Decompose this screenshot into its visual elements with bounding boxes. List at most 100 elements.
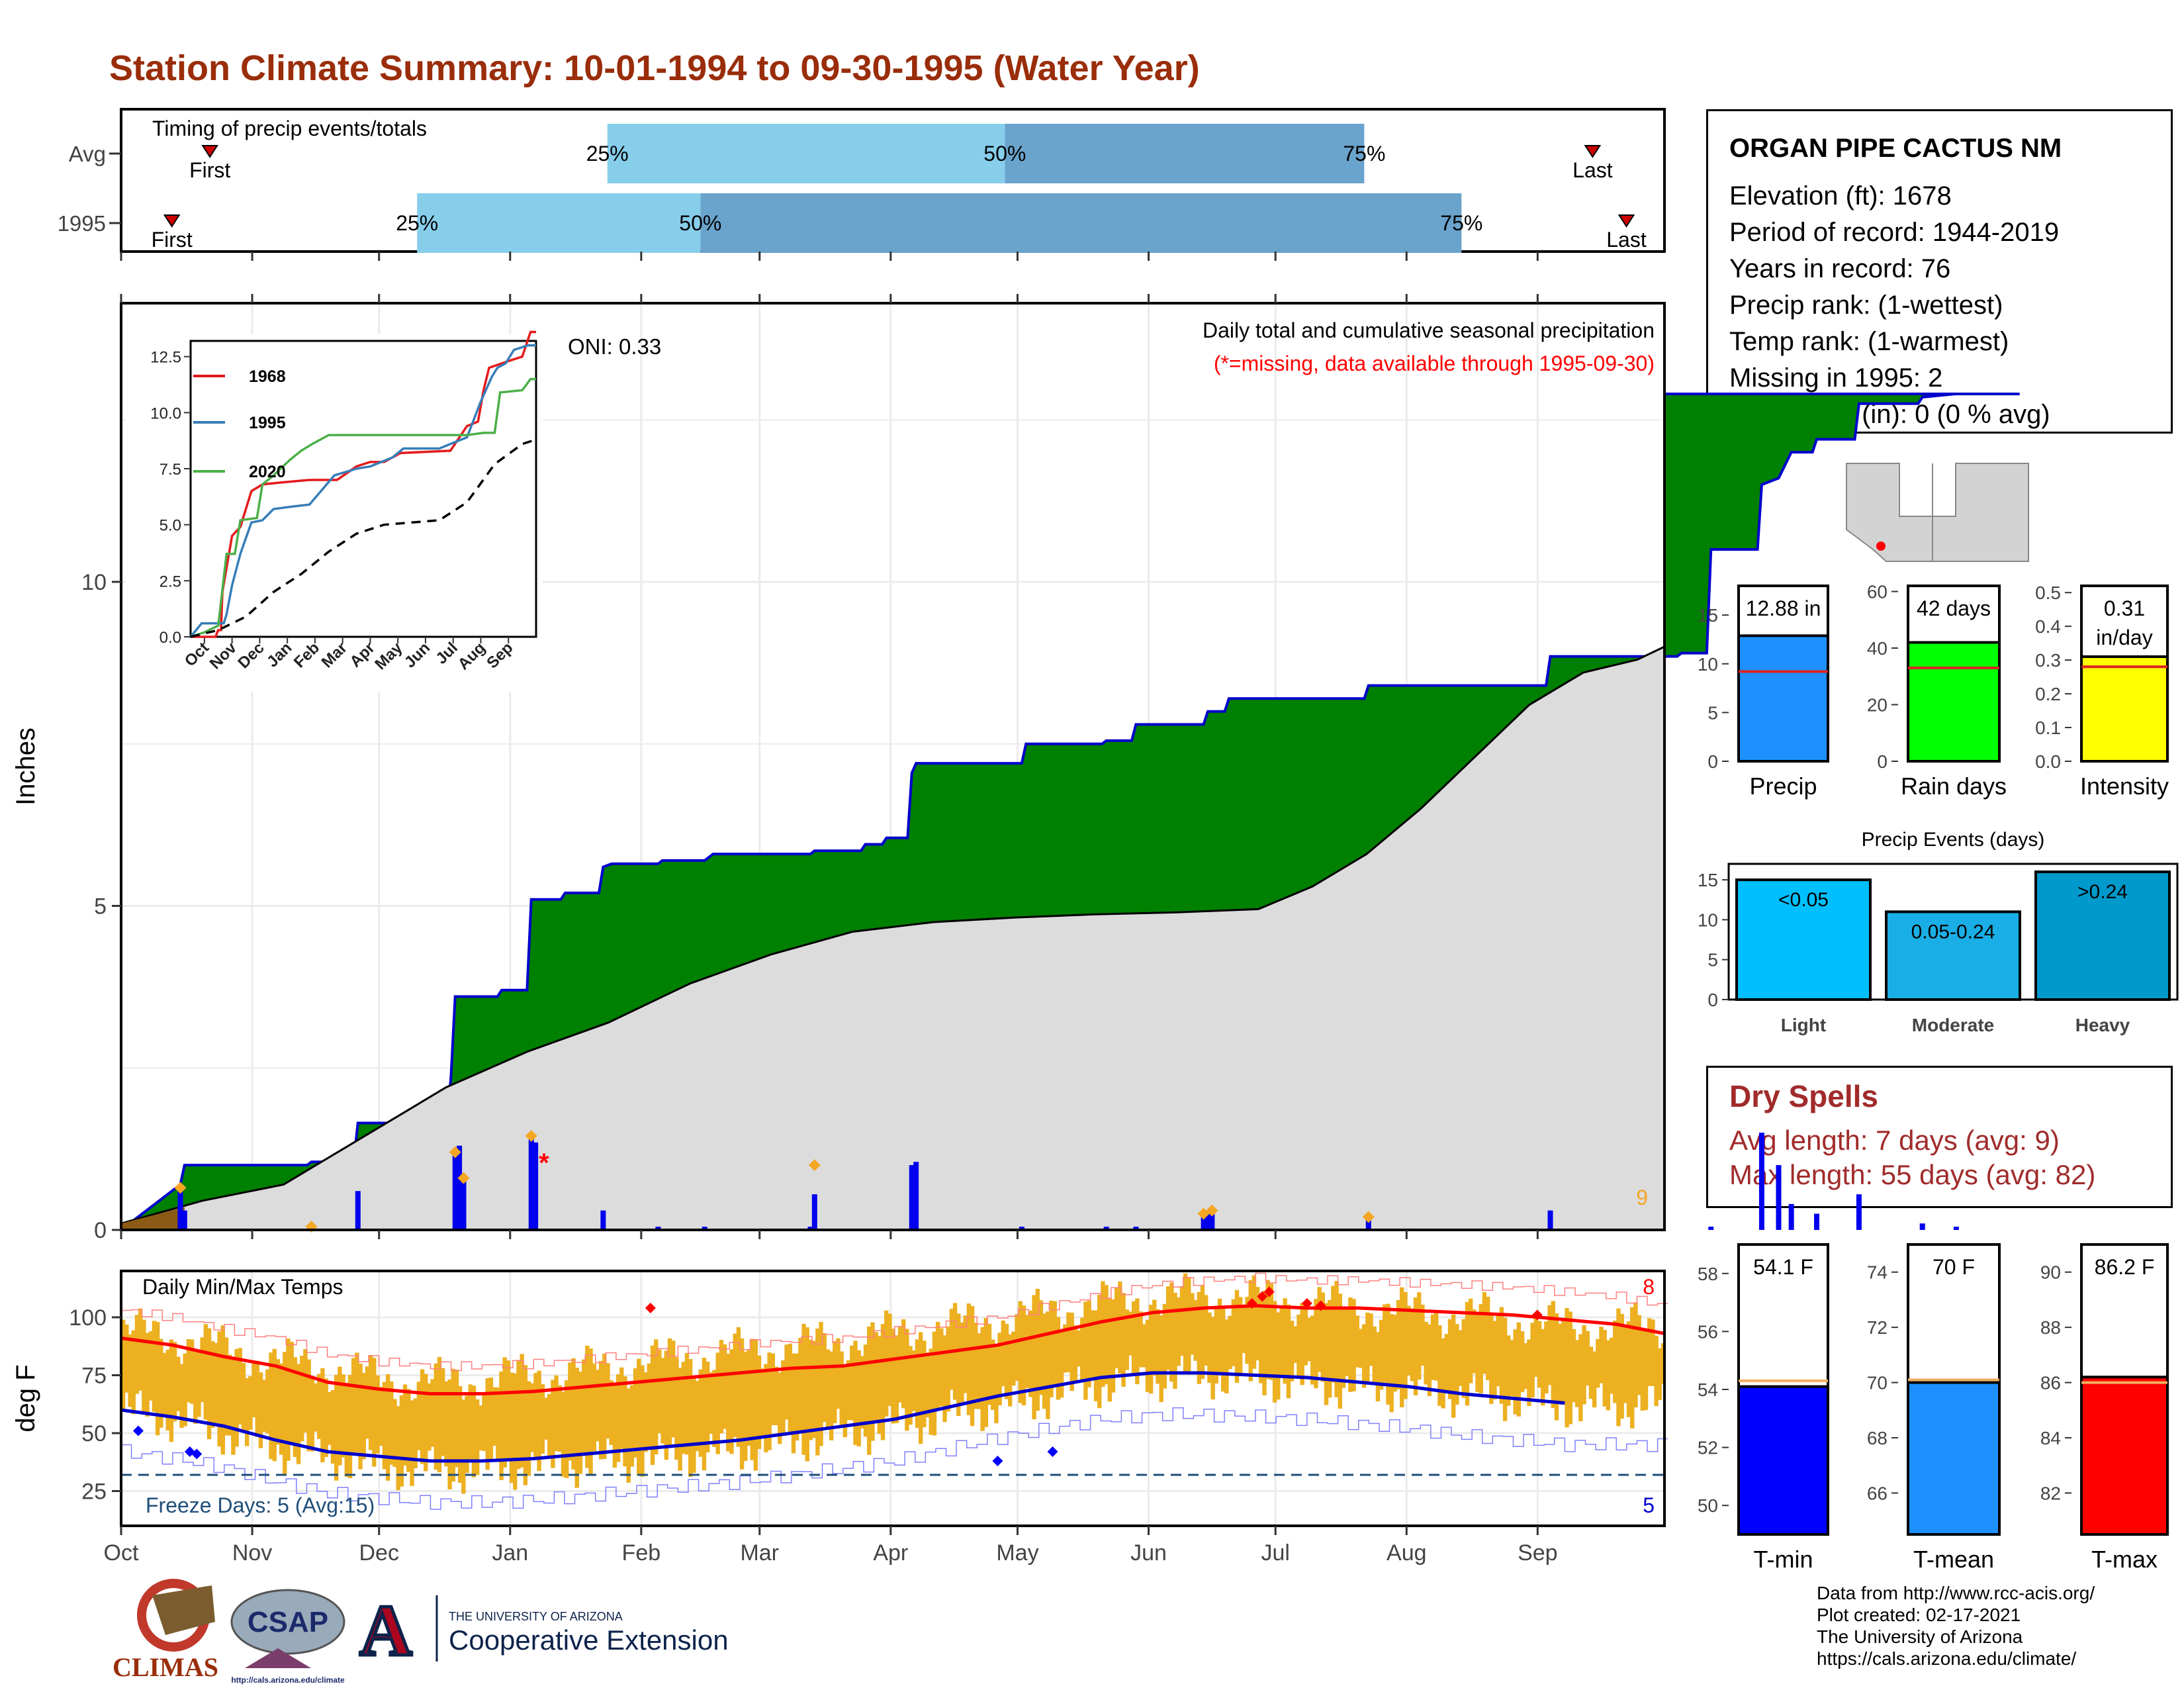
- event-category-label: Heavy: [2075, 1015, 2130, 1035]
- record-high-marker: [1263, 1286, 1275, 1297]
- temp-daily-bar: [1527, 1339, 1531, 1407]
- temp-daily-bar: [1162, 1303, 1167, 1389]
- climas-logo-shape: [152, 1585, 215, 1635]
- temp-daily-bar: [894, 1335, 899, 1423]
- temp-daily-bar: [1561, 1318, 1566, 1405]
- small-bar-value-label: 54.1 F: [1753, 1255, 1813, 1279]
- daily-precip-bar: [1547, 1210, 1553, 1230]
- temp-daily-bar: [275, 1359, 281, 1445]
- temp-x-tick-label: Sep: [1518, 1540, 1558, 1566]
- temp-daily-bar: [1355, 1315, 1359, 1368]
- temp-daily-bar: [1279, 1307, 1284, 1378]
- temp-daily-bar: [598, 1360, 604, 1460]
- temp-x-tick-label: Mar: [740, 1540, 779, 1566]
- temp-daily-bar: [877, 1336, 882, 1434]
- temp-daily-bar: [709, 1372, 713, 1434]
- temp-daily-bar: [169, 1339, 174, 1442]
- temp-daily-bar: [863, 1344, 868, 1437]
- temp-y-tick-label: 25: [81, 1479, 107, 1505]
- temp-daily-bar: [908, 1346, 913, 1425]
- temp-daily-bar: [561, 1391, 566, 1477]
- temp-daily-bar: [767, 1352, 772, 1450]
- temp-daily-bar: [1324, 1303, 1329, 1405]
- temp-daily-bar: [1451, 1314, 1456, 1418]
- temp-daily-bar: [410, 1400, 414, 1486]
- temp-daily-bar: [1204, 1295, 1208, 1366]
- temp-daily-bar: [162, 1352, 167, 1415]
- temp-daily-bar: [543, 1397, 549, 1440]
- temp-daily-bar: [1447, 1319, 1453, 1399]
- temp-daily-bar: [1101, 1281, 1105, 1387]
- temp-daily-bar: [695, 1381, 700, 1452]
- cumulative-1995-line: [120, 393, 2020, 1231]
- temp-daily-bar: [915, 1339, 920, 1429]
- temp-daily-bar: [1485, 1296, 1490, 1380]
- small-bar-y-label: 54: [1698, 1380, 1718, 1400]
- temp-daily-bar: [1255, 1287, 1260, 1361]
- temp-daily-bar: [698, 1369, 703, 1457]
- temp-daily-bar: [283, 1352, 287, 1474]
- timing-p25-label: 25%: [586, 142, 629, 165]
- temp-daily-bar: [1259, 1297, 1263, 1383]
- record-high-marker: [1315, 1300, 1326, 1311]
- temp-daily-bar: [1049, 1300, 1054, 1397]
- temp-daily-bar: [344, 1382, 349, 1477]
- temp-daily-bar: [1386, 1303, 1390, 1405]
- temp-daily-bar: [660, 1358, 665, 1444]
- station-missing: Missing in 1995: 2: [1729, 363, 1943, 393]
- record-precip-marker: [808, 1159, 821, 1172]
- temp-daily-bar: [1317, 1287, 1322, 1372]
- temp-daily-bar: [1210, 1317, 1215, 1400]
- temp-daily-bar: [399, 1395, 404, 1487]
- csap-cloud: [230, 1589, 345, 1655]
- temp-y-tick-label: 100: [69, 1305, 107, 1331]
- record-low-count: 5: [1643, 1493, 1655, 1517]
- temp-daily-bar: [770, 1353, 776, 1426]
- daily-precip-bar: [1365, 1217, 1371, 1230]
- temp-daily-bar: [530, 1383, 535, 1452]
- station-precip-rank: Precip rank: (1-wettest): [1729, 291, 2003, 320]
- event-bar-label: >0.24: [2077, 881, 2128, 903]
- temp-daily-bar: [974, 1323, 978, 1409]
- temp-daily-bar: [224, 1337, 229, 1436]
- temp-daily-bar: [324, 1378, 328, 1458]
- temp-daily-bar: [1159, 1315, 1163, 1403]
- temp-daily-bar: [341, 1374, 345, 1458]
- temp-daily-bar: [203, 1324, 208, 1420]
- dry-spells-heading: Dry Spells: [1729, 1079, 1878, 1113]
- temp-daily-bar: [1568, 1311, 1572, 1425]
- temp-daily-bar: [131, 1330, 136, 1415]
- temp-daily-bar: [1616, 1308, 1621, 1427]
- avg-tmin-line: [120, 1371, 1565, 1463]
- temp-daily-bar: [612, 1385, 617, 1468]
- temp-daily-bar: [557, 1385, 563, 1452]
- event-bar: [2034, 870, 2171, 1002]
- daily-precip-bar: [1776, 1165, 1782, 1230]
- temp-y-tick-label: 50: [81, 1421, 107, 1446]
- temp-daily-bar: [134, 1315, 140, 1394]
- temp-daily-bar: [623, 1376, 627, 1467]
- temp-daily-bar: [1107, 1297, 1113, 1402]
- temp-daily-bar: [819, 1322, 823, 1446]
- temp-daily-bar: [1334, 1281, 1339, 1397]
- temp-daily-bar: [615, 1374, 621, 1462]
- temp-daily-bar: [420, 1369, 425, 1464]
- temp-daily-bar: [960, 1322, 964, 1403]
- temp-daily-bar: [1183, 1273, 1188, 1374]
- temp-daily-bar: [808, 1339, 813, 1440]
- precip-chart-subtitle: (*=missing, data available through 1995-…: [1214, 352, 1655, 375]
- daily-precip-bar: [181, 1210, 187, 1230]
- temp-daily-bar: [1300, 1303, 1304, 1385]
- small-bar-fill: [1737, 634, 1829, 763]
- temp-daily-bar: [657, 1349, 662, 1434]
- temp-daily-bar: [358, 1364, 363, 1470]
- small-bar-y-label: 56: [1698, 1321, 1718, 1342]
- record-high-count: 8: [1643, 1275, 1655, 1299]
- temp-daily-bar: [1541, 1329, 1545, 1406]
- temp-daily-bar: [1499, 1307, 1504, 1404]
- temp-daily-bar: [430, 1379, 435, 1447]
- record-high-marker: [1246, 1298, 1257, 1309]
- temp-daily-bar: [1369, 1313, 1373, 1366]
- temp-daily-bar: [1375, 1332, 1381, 1402]
